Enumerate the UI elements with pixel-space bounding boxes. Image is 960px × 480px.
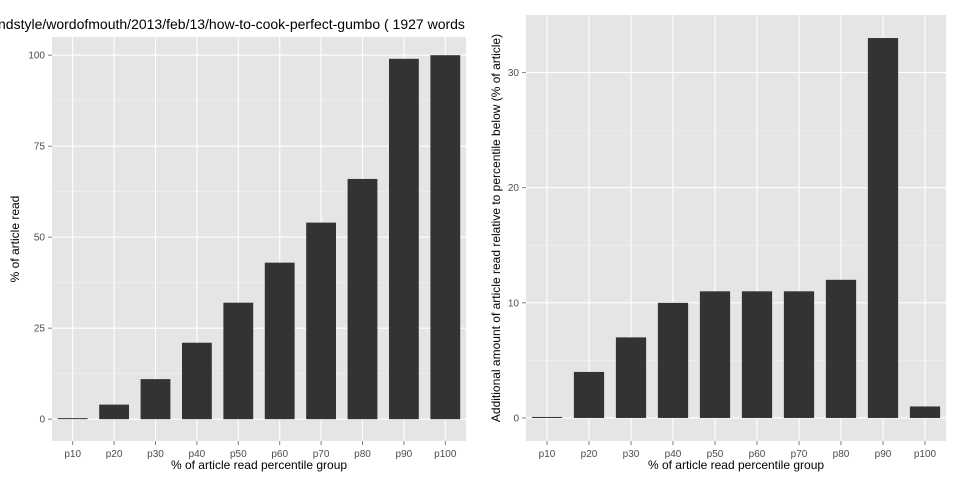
right-bar-p90 [867, 38, 899, 418]
chart-title: ndstyle/wordofmouth/2013/feb/13/how-to-c… [0, 16, 465, 32]
left-x-tick-label: p90 [396, 449, 413, 460]
left-x-tick-label: p80 [354, 449, 371, 460]
right-chart: 0 10 20 30 p10 p20 p30 p40 p50 p60 p70 p80 p90 p100 % … [489, 15, 946, 472]
right-y-tick-label: 0 [513, 413, 519, 424]
left-y-tick-label: 50 [34, 233, 46, 244]
left-bar-p10 [57, 418, 88, 420]
right-x-tick-label: p80 [833, 449, 850, 460]
right-x-tick-label: p20 [581, 449, 598, 460]
right-bar-p80 [825, 279, 857, 418]
left-y-tick-label: 0 [39, 415, 45, 426]
right-x-tick-label: p60 [749, 449, 766, 460]
right-y-tick-label: 30 [508, 68, 520, 79]
left-bar-p50 [223, 302, 254, 420]
right-bar-p30 [615, 337, 647, 418]
right-y-tick-label: 10 [508, 298, 520, 309]
right-x-tick-label: p30 [623, 449, 640, 460]
left-bar-p80 [347, 178, 378, 420]
left-y-axis-title: % of article read [8, 196, 22, 283]
right-x-tick-label: p10 [539, 449, 556, 460]
left-bar-p90 [388, 58, 419, 420]
right-bar-p10 [531, 416, 563, 418]
left-bar-p100 [430, 55, 461, 420]
left-chart: 0 25 50 75 100 p10 p20 p30 p40 p50 p60 p70 p80 p90 p10… [8, 37, 466, 472]
right-bar-p40 [657, 302, 689, 418]
left-x-axis-title: % of article read percentile group [171, 458, 347, 472]
right-bar-p60 [741, 291, 773, 418]
left-bar-p60 [264, 262, 295, 420]
left-y-tick-label: 25 [34, 324, 46, 335]
right-x-tick-label: p70 [791, 449, 808, 460]
left-x-tick-label: p50 [230, 449, 247, 460]
left-x-tick-label: p60 [271, 449, 288, 460]
right-bar-p50 [699, 291, 731, 418]
left-x-tick-label: p100 [434, 449, 457, 460]
left-bar-p70 [306, 222, 337, 420]
right-bar-p20 [573, 371, 605, 418]
right-bar-p70 [783, 291, 815, 418]
right-x-tick-label: p90 [875, 449, 892, 460]
right-x-axis-title: % of article read percentile group [648, 458, 824, 472]
right-bar-p100 [909, 406, 941, 418]
left-x-tick-label: p10 [64, 449, 81, 460]
left-x-tick-label: p40 [189, 449, 206, 460]
left-y-tick-label: 100 [28, 51, 45, 62]
left-bar-p30 [140, 379, 171, 420]
right-y-tick-label: 20 [508, 183, 520, 194]
left-x-tick-label: p20 [106, 449, 123, 460]
right-x-tick-label: p50 [707, 449, 724, 460]
right-y-axis-title: Additional amount of article read relati… [489, 34, 503, 422]
left-y-tick-label: 75 [34, 142, 46, 153]
right-x-tick-label: p40 [665, 449, 682, 460]
left-x-tick-label: p30 [147, 449, 164, 460]
right-x-tick-label: p100 [914, 449, 937, 460]
left-x-tick-label: p70 [313, 449, 330, 460]
left-bar-p40 [181, 342, 212, 420]
left-bar-p20 [99, 404, 130, 420]
